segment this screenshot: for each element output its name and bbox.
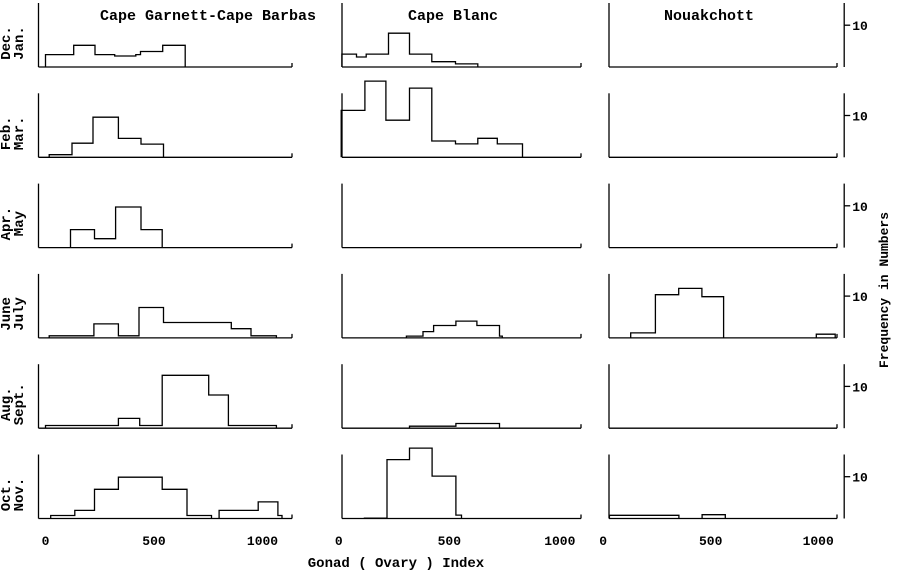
svg-text:10: 10 [852, 19, 868, 34]
svg-text:Nouakchott: Nouakchott [664, 8, 754, 25]
svg-text:10: 10 [852, 380, 868, 395]
svg-text:0: 0 [599, 534, 607, 549]
svg-text:Gonad ( Ovary ) Index: Gonad ( Ovary ) Index [308, 556, 485, 572]
svg-text:Sept.: Sept. [12, 383, 28, 425]
svg-text:Mar.: Mar. [12, 116, 28, 150]
svg-text:0: 0 [42, 534, 50, 549]
svg-text:10: 10 [852, 471, 868, 486]
svg-text:500: 500 [699, 534, 723, 549]
svg-text:1000: 1000 [247, 534, 278, 549]
svg-text:10: 10 [852, 290, 868, 305]
svg-text:Cape Blanc: Cape Blanc [408, 8, 498, 25]
svg-text:July: July [12, 297, 28, 331]
svg-text:10: 10 [852, 110, 868, 125]
svg-text:0: 0 [335, 534, 343, 549]
svg-text:Jan.: Jan. [12, 26, 28, 60]
svg-text:Nov.: Nov. [12, 478, 28, 512]
svg-text:500: 500 [438, 534, 462, 549]
svg-text:1000: 1000 [544, 534, 575, 549]
svg-text:Frequency in Numbers: Frequency in Numbers [877, 212, 892, 368]
svg-text:Cape Garnett-Cape Barbas: Cape Garnett-Cape Barbas [100, 8, 316, 25]
svg-text:1000: 1000 [803, 534, 834, 549]
svg-text:10: 10 [852, 200, 868, 215]
svg-text:May: May [12, 210, 28, 236]
svg-text:500: 500 [142, 534, 166, 549]
